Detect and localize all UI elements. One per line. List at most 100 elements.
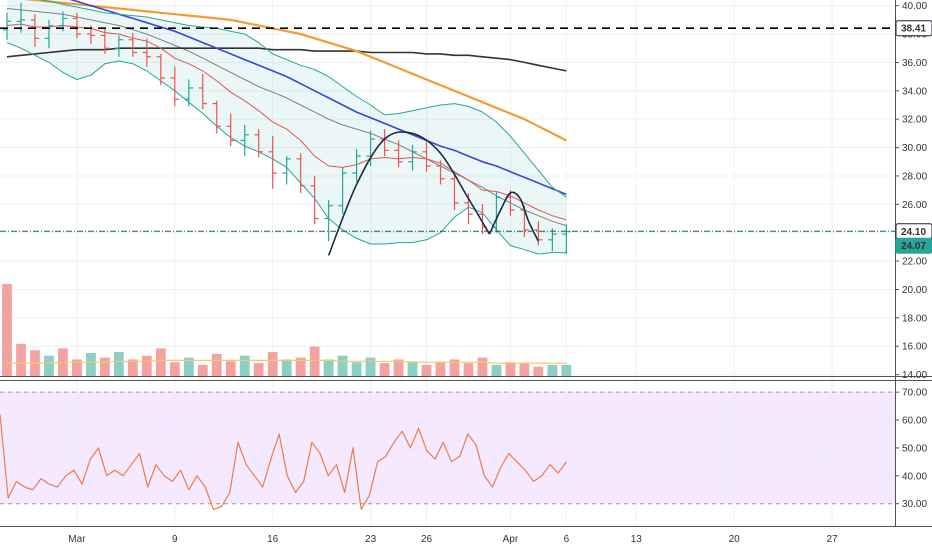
ohlc-bar [254, 129, 263, 158]
ohlc-bar [394, 140, 403, 168]
ohlc-bar [268, 136, 277, 189]
time-tick-label: 23 [365, 534, 377, 545]
rsi-panel[interactable] [0, 391, 895, 510]
ohlc-bar [72, 12, 82, 39]
ohlc-candles [2, 2, 571, 254]
volume-bar [44, 355, 54, 376]
volume-bar [169, 362, 180, 376]
ohlc-bar [534, 221, 543, 246]
ohlc-bar [44, 19, 54, 49]
price-tick-label: 30.00 [902, 143, 927, 154]
ohlc-bar [198, 73, 207, 110]
indicator-line-sma-100 [23, 0, 567, 142]
time-tick-label: Mar [68, 534, 86, 545]
price-tick-label: 32.00 [902, 115, 927, 126]
rsi-tick-label: 40.00 [902, 471, 927, 482]
volume-bar [561, 364, 572, 376]
time-tick-label: 6 [564, 534, 570, 545]
horizontal-lines [0, 27, 895, 232]
ohlc-bar [450, 173, 459, 210]
volume-bar [2, 284, 12, 376]
volume-bar [435, 362, 446, 376]
rsi-tick-label: 30.00 [902, 499, 927, 510]
ohlc-bar [436, 160, 445, 185]
volume-bar [113, 352, 124, 376]
price-tick-label: 36.00 [902, 58, 927, 69]
volume-bar [225, 361, 236, 376]
price-badge-label: 24.07 [901, 241, 926, 252]
volume-bar [323, 359, 334, 376]
ohlc-bar [128, 32, 138, 57]
ohlc-bar [2, 12, 12, 40]
pattern-arc-1 [327, 131, 491, 256]
ohlc-bar [422, 141, 431, 172]
ohlc-bar [408, 144, 417, 171]
volume-bar [72, 359, 82, 376]
ohlc-bar [352, 148, 361, 182]
volume-bar [16, 343, 26, 376]
ohlc-bar [184, 79, 193, 107]
price-tick-label: 18.00 [902, 313, 927, 324]
volume-panel [2, 284, 572, 376]
ohlc-bar [310, 175, 319, 225]
indicator-line-ema-9 [6, 23, 567, 221]
price-tick-label: 28.00 [902, 171, 927, 182]
time-tick-label: 9 [172, 534, 178, 545]
volume-bar [519, 363, 530, 376]
ohlc-bar [366, 130, 375, 167]
ohlc-bar [156, 53, 166, 86]
pattern-annotations [327, 131, 540, 256]
volume-bar [393, 359, 404, 376]
time-tick-label: 20 [729, 534, 741, 545]
volume-bar [141, 355, 152, 376]
ohlc-bar [324, 200, 333, 242]
price-badge-label: 38.41 [901, 24, 926, 35]
volume-bar [183, 357, 194, 376]
ohlc-bar [212, 100, 221, 134]
indicator-line-sma-20 [6, 8, 567, 227]
indicator-line-sma-50 [69, 0, 567, 196]
volume-bar [337, 355, 348, 376]
volume-bar [351, 362, 362, 376]
pattern-arc-2 [488, 191, 540, 242]
ohlc-bar [170, 66, 179, 107]
volume-bar [449, 359, 460, 376]
price-tick-label: 16.00 [902, 342, 927, 353]
rsi-tick-label: 60.00 [902, 416, 927, 427]
rsi-tick-label: 50.00 [902, 443, 927, 454]
price-tick-label: 20.00 [902, 285, 927, 296]
volume-bar [491, 364, 502, 376]
volume-bar [365, 357, 376, 376]
rsi-tick-label: 70.00 [902, 388, 927, 399]
volume-bar [239, 355, 250, 376]
ohlc-bar [296, 153, 305, 193]
volume-bar [127, 359, 138, 376]
indicator-line-sma-200 [6, 47, 567, 72]
rsi-line [0, 414, 567, 510]
ohlc-bar [100, 28, 110, 54]
ohlc-bar [548, 228, 557, 252]
volume-bar [253, 363, 264, 376]
volume-bar [505, 362, 516, 376]
volume-bar [99, 357, 110, 376]
rsi-axis[interactable]: 30.00 40.00 50.00 60.00 70.00 [895, 388, 927, 511]
volume-bar [211, 353, 222, 376]
time-axis[interactable]: Mar 9 16 23 26 Apr 6 13 20 27 [0, 526, 932, 546]
volume-bar [309, 346, 320, 376]
ohlc-bar [142, 38, 152, 67]
indicator-line-bb-upper [39, 0, 567, 198]
volume-bar [407, 361, 418, 376]
price-tick-label: 26.00 [902, 200, 927, 211]
volume-bar [379, 363, 390, 376]
price-badge-box [895, 237, 932, 254]
rsi-band [0, 392, 895, 504]
price-tick-label: 14.00 [902, 370, 927, 381]
price-tick-label: 22.00 [902, 257, 927, 268]
volume-bar [477, 357, 488, 376]
price-badge-label: 24.10 [901, 227, 926, 238]
volume-bar [155, 348, 166, 376]
price-tick-label: 40.00 [902, 1, 927, 12]
price-panel[interactable] [0, 0, 895, 256]
ohlc-bar [114, 35, 124, 57]
